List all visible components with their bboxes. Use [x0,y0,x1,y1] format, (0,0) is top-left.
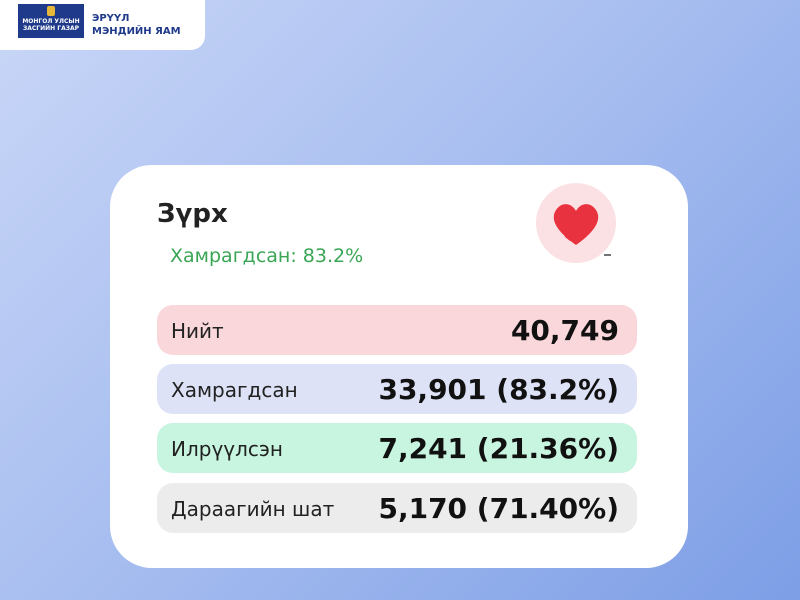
logo-text: МОНГОЛ УЛСЫН [22,18,80,25]
heart-icon [536,183,616,263]
row: Нийт 40,749 [157,305,637,355]
row-value: 7,241 (21.36%) [378,432,619,465]
row: Дараагийн шат 5,170 (71.40%) [157,483,637,533]
ministry-line: МЭНДИЙН ЯАМ [92,26,181,37]
row-value: 40,749 [510,314,619,347]
row-value: 5,170 (71.40%) [378,492,619,525]
ministry-name: ЭРҮҮЛ МЭНДИЙН ЯАМ [92,12,181,38]
card-title: Зүрх [157,199,228,229]
logo-text: ЗАСГИЙН ГАЗАР [22,25,80,32]
row-label: Нийт [171,319,224,343]
row-label: Хамрагдсан [171,378,298,402]
logo: МОНГОЛ УЛСЫН ЗАСГИЙН ГАЗАР [18,4,84,38]
row-label: Дараагийн шат [171,497,335,521]
row: Илрүүлсэн 7,241 (21.36%) [157,423,637,473]
row-label: Илрүүлсэн [171,437,283,461]
card: Зүрх Хамрагдсан: 83.2% Нийт 40,749 Хамра… [110,165,688,568]
card-subtitle: Хамрагдсан: 83.2% [170,245,364,267]
header: МОНГОЛ УЛСЫН ЗАСГИЙН ГАЗАР ЭРҮҮЛ МЭНДИЙН… [0,0,205,50]
row: Хамрагдсан 33,901 (83.2%) [157,364,637,414]
row-value: 33,901 (83.2%) [378,373,619,406]
ministry-line: ЭРҮҮЛ [92,13,130,24]
